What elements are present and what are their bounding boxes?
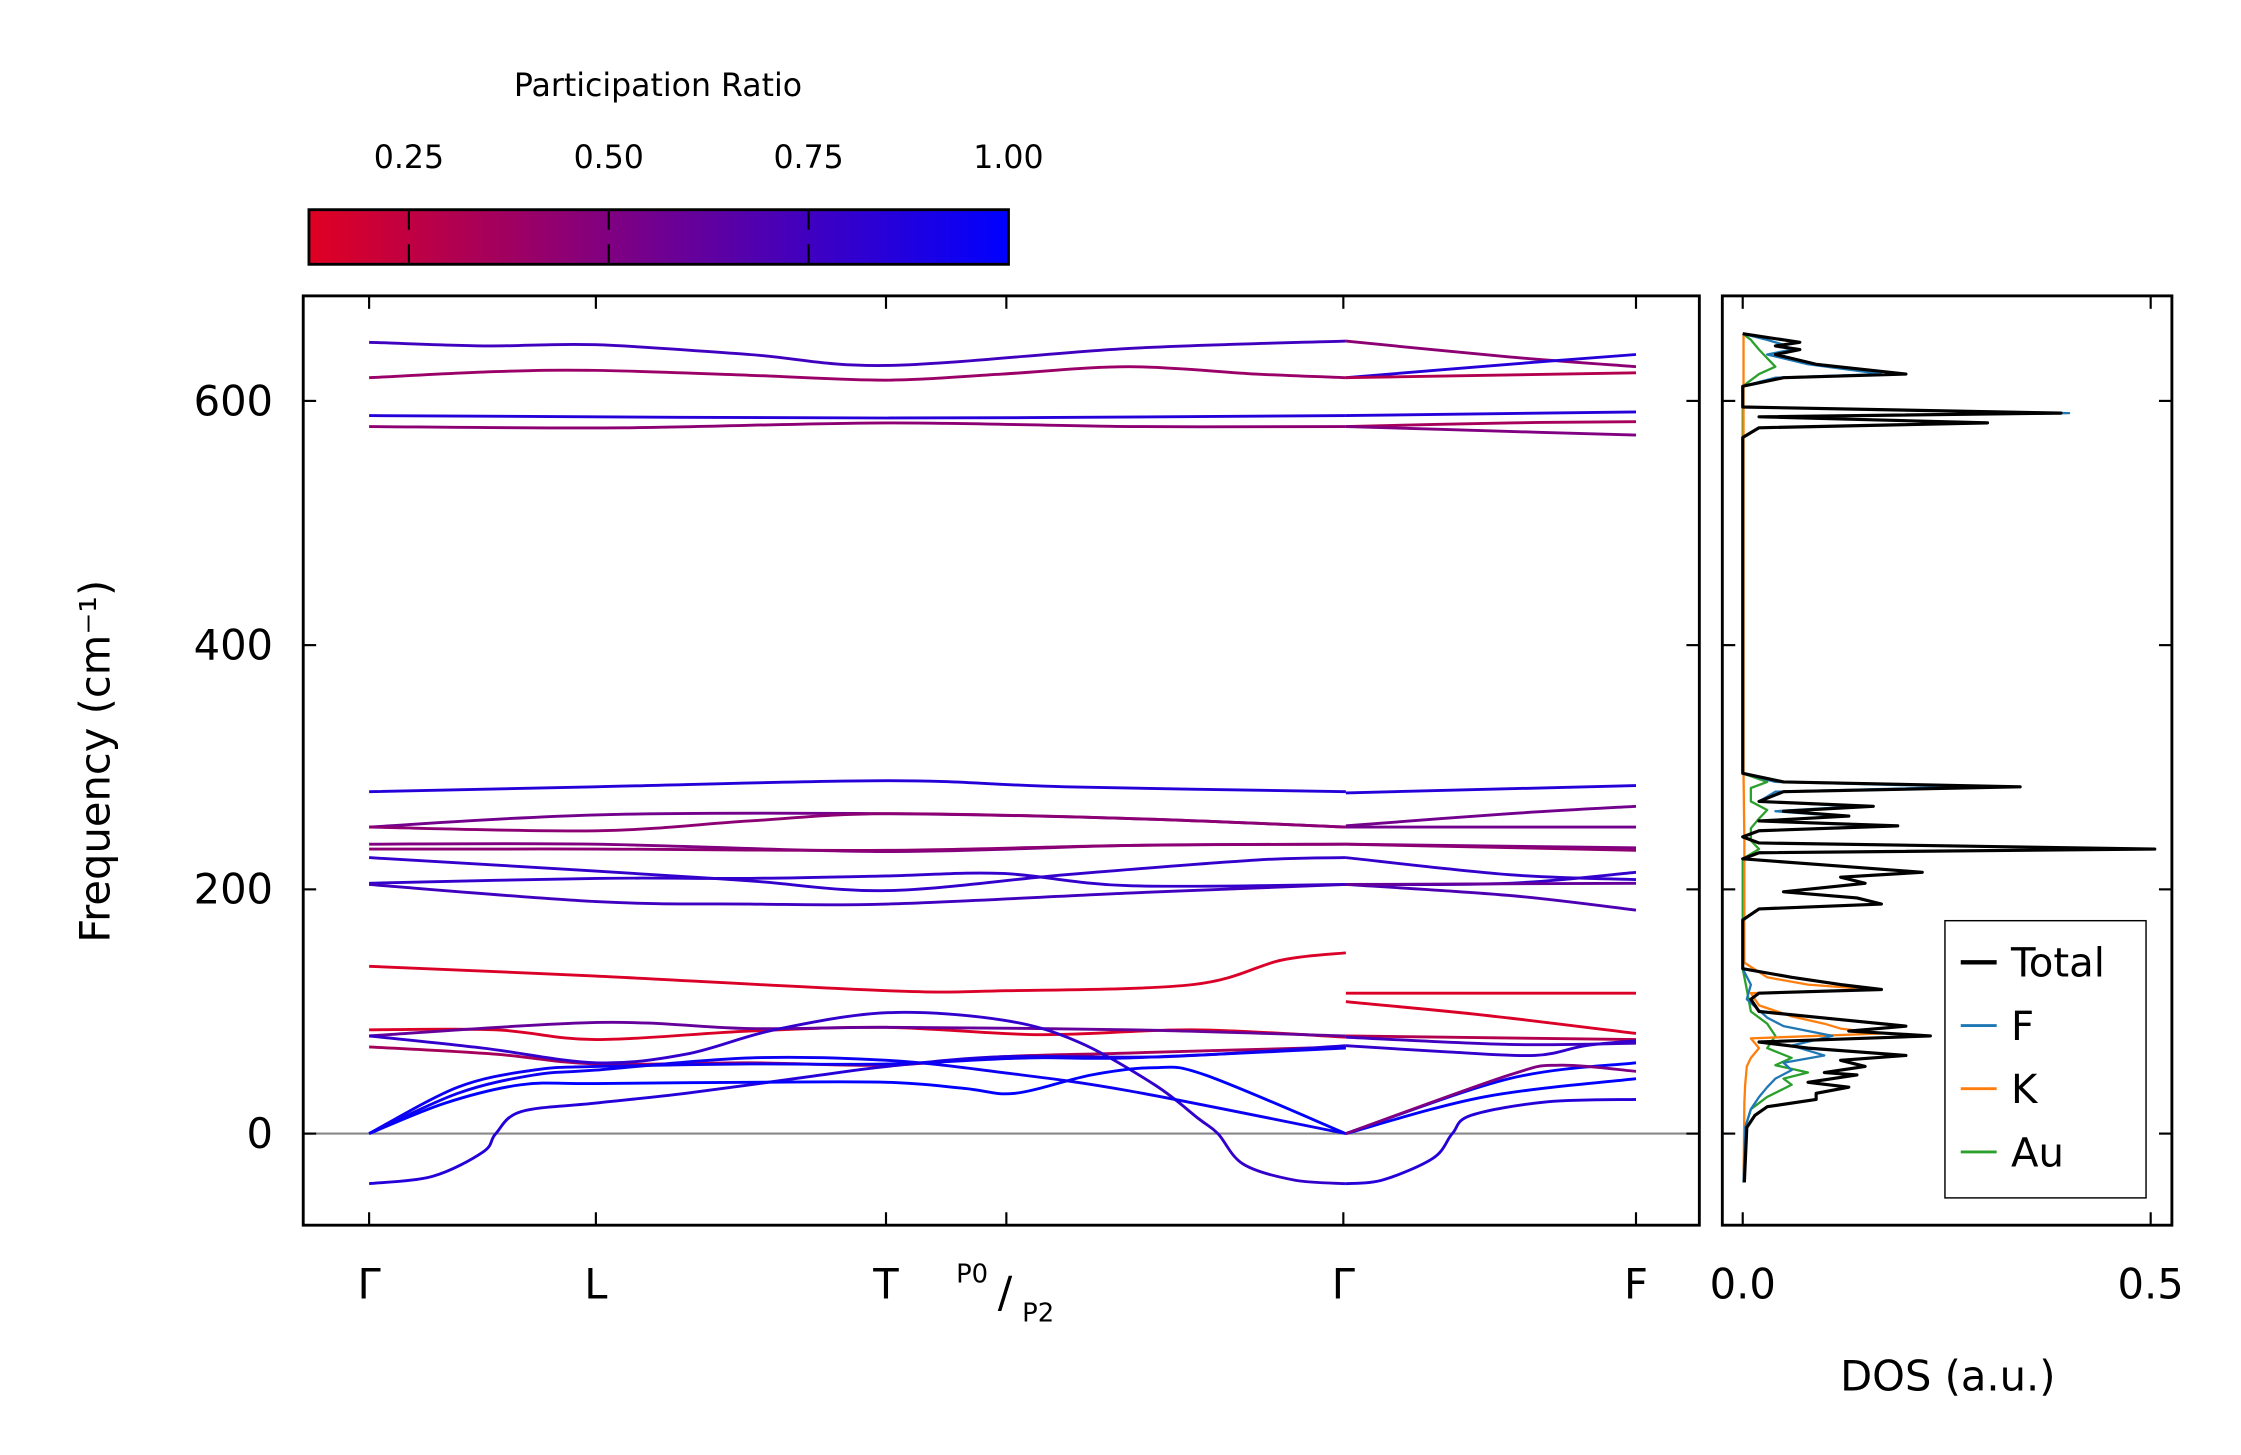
phonon-band xyxy=(1345,425,1637,437)
legend-entry-au: Au xyxy=(1960,1130,2064,1176)
dos-axes-frame xyxy=(1720,294,2174,1227)
phonon-band xyxy=(1345,371,1637,380)
colorbar-tick-label: 0.25 xyxy=(374,140,444,176)
y-axis-label: Frequency (cm⁻¹) xyxy=(70,580,119,943)
phonon-band xyxy=(369,365,1346,382)
phonon-band xyxy=(369,414,1346,420)
x-tick-label: F xyxy=(1624,1259,1648,1308)
phonon-band xyxy=(369,812,1346,833)
dos-x-axis-label: DOS (a.u.) xyxy=(1840,1351,2055,1400)
main-axes-frame xyxy=(301,294,1701,1227)
phonon-band xyxy=(1345,1063,1637,1135)
x-tick-label: Γ xyxy=(1332,1259,1355,1308)
phonon-band xyxy=(369,421,1346,430)
colorbar-tick-label: 0.50 xyxy=(574,140,644,176)
phonon-band xyxy=(1345,784,1637,795)
phonon-band xyxy=(1345,339,1637,369)
legend-label: Total xyxy=(2010,941,2105,987)
x-tick-label: L xyxy=(584,1259,607,1308)
y-tick-label: 600 xyxy=(194,376,273,425)
dos-series-total xyxy=(1741,332,2157,1183)
phonon-band xyxy=(1345,883,1637,912)
colorbar-tick-label: 0.75 xyxy=(773,140,843,176)
phonon-band xyxy=(368,1010,1346,1186)
phonon-band xyxy=(369,842,1346,852)
phonon-band xyxy=(1345,804,1637,828)
phonon-band xyxy=(1345,420,1637,428)
legend-entry-k: K xyxy=(1960,1067,2039,1113)
dos-plot: 0.0 0.5 DOS (a.u.) Total FK Au xyxy=(1710,294,2184,1400)
phonon-band xyxy=(1345,353,1637,380)
phonon-band xyxy=(1345,1077,1637,1135)
phonon-band xyxy=(1345,881,1637,886)
phonon-band xyxy=(369,883,1346,907)
phonon-band xyxy=(369,951,1347,994)
x-tick-label-numerator: P0 xyxy=(956,1260,988,1290)
phonon-band xyxy=(369,856,1346,893)
phonon-band xyxy=(369,871,1346,888)
y-tick-label: 0 xyxy=(247,1109,273,1158)
x-tick-label-slash: / xyxy=(998,1268,1013,1318)
legend-label: F xyxy=(2011,1004,2034,1050)
x-tick-label-denominator: P2 xyxy=(1022,1298,1054,1328)
dos-series-au xyxy=(1741,332,1810,1183)
x-tick-label: Γ xyxy=(358,1259,381,1308)
phonon-band xyxy=(368,1046,1346,1135)
y-tick-label: 200 xyxy=(194,865,273,914)
dos-series-k xyxy=(1742,333,1883,1183)
legend-entry-total: Total xyxy=(1960,941,2105,987)
phonon-band xyxy=(1345,410,1637,417)
dos-x-tick-label: 0.5 xyxy=(2118,1259,2184,1308)
phonon-band xyxy=(369,779,1346,794)
phonon-band xyxy=(1345,1000,1637,1035)
colorbar-label: Participation Ratio xyxy=(514,68,802,104)
colorbar-tick-label: 1.00 xyxy=(973,140,1043,176)
legend-label: K xyxy=(2011,1067,2039,1113)
band-structure-plot: Γ L T P0 / P2 Γ F 0 200 400 600 Frequency (cm⁻¹) xyxy=(70,294,1701,1329)
phonon-band xyxy=(1345,842,1637,852)
phonon-band xyxy=(369,1020,1346,1038)
phonon-band xyxy=(369,1025,1346,1042)
phonon-band xyxy=(1345,1097,1637,1186)
x-tick-label: P0 / P2 xyxy=(956,1260,1054,1329)
phonon-band xyxy=(368,1065,1347,1135)
phonon-band xyxy=(369,339,1346,367)
colorbar: Participation Ratio 0.25 0.50 0.75 1.00 xyxy=(307,68,1044,266)
legend: Total FK Au xyxy=(1944,919,2147,1199)
y-tick-label: 400 xyxy=(194,620,273,669)
dos-x-tick-label: 0.0 xyxy=(1710,1259,1776,1308)
phonon-band xyxy=(1345,1061,1637,1135)
phonon-band xyxy=(368,1055,1347,1136)
phonon-band xyxy=(1345,856,1637,882)
legend-label: Au xyxy=(2011,1130,2064,1176)
colorbar-gradient xyxy=(307,208,1010,266)
phonon-band xyxy=(1345,1034,1637,1042)
legend-entry-f: F xyxy=(1960,1004,2034,1050)
phonon-band xyxy=(1345,1039,1637,1058)
x-tick-label: T xyxy=(872,1259,899,1308)
